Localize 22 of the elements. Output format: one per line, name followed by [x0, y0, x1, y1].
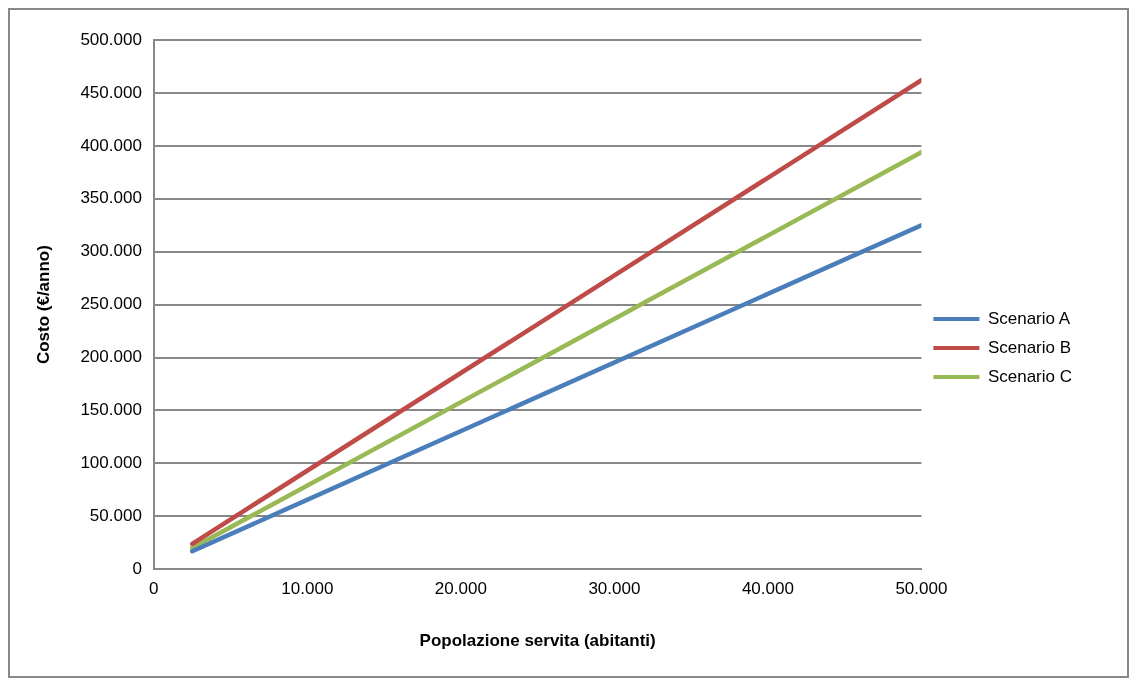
- legend-label: Scenario C: [987, 366, 1073, 386]
- x-tick-label: 30.000: [588, 579, 641, 599]
- x-tick-label: 10.000: [281, 579, 334, 599]
- y-tick-label: 450.000: [80, 82, 142, 102]
- y-tick-label: 0: [132, 558, 142, 578]
- y-tick-label: 500.000: [80, 29, 142, 49]
- legend-label: Scenario B: [987, 337, 1072, 357]
- x-tick-label: 0: [149, 579, 159, 599]
- legend-label: Scenario A: [987, 308, 1071, 328]
- x-tick-label: 40.000: [741, 579, 794, 599]
- y-tick-label: 400.000: [80, 135, 142, 155]
- y-tick-label: 50.000: [89, 505, 142, 525]
- y-tick-label: 200.000: [80, 347, 142, 367]
- x-axis-title: Popolazione servita (abitanti): [419, 631, 656, 651]
- y-tick-label: 300.000: [80, 241, 142, 261]
- y-axis-title: Costo (€/anno): [33, 245, 53, 365]
- y-tick-label: 100.000: [80, 453, 142, 473]
- x-tick-label: 20.000: [434, 579, 487, 599]
- x-tick-label: 50.000: [895, 579, 948, 599]
- y-tick-label: 150.000: [80, 400, 142, 420]
- y-tick-label: 350.000: [80, 188, 142, 208]
- y-tick-label: 250.000: [80, 294, 142, 314]
